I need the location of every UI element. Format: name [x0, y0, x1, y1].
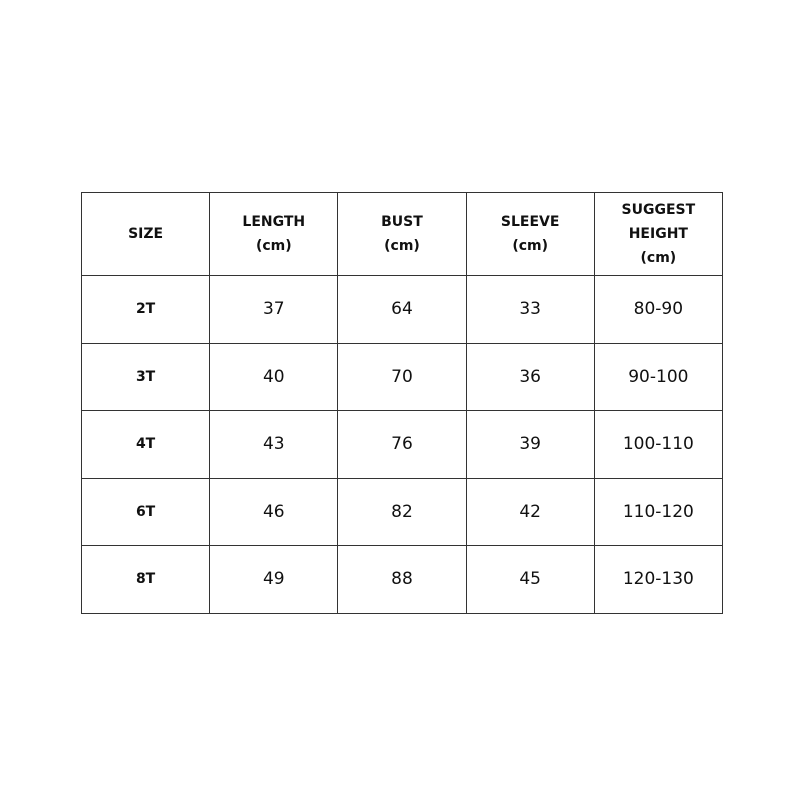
cell-suggest-height: 120-130: [593, 545, 723, 614]
size-chart-table: SIZE LENGTH (cm) BUST (cm) SLEEVE (cm) SUGGEST H…: [80, 192, 723, 614]
cell-size: 4T: [80, 410, 211, 479]
column-header-text: SUGGEST: [621, 202, 696, 218]
column-header-text: SIZE: [128, 226, 164, 242]
column-header-text: LENGTH: [242, 214, 306, 230]
column-header-sleeve: SLEEVE (cm): [465, 192, 595, 276]
cell-length: 40: [209, 342, 339, 411]
cell-sleeve: 39: [465, 410, 595, 479]
cell-size: 8T: [80, 545, 211, 614]
table-row: 4T 43 76 39 100-110: [80, 410, 723, 479]
table-row: 8T 49 88 45 120-130: [80, 545, 723, 614]
cell-bust: 70: [337, 342, 467, 411]
cell-sleeve: 45: [465, 545, 595, 614]
cell-bust: 88: [337, 545, 467, 614]
cell-suggest-height: 90-100: [593, 342, 723, 411]
cell-size: 3T: [80, 342, 211, 411]
column-header-text: HEIGHT: [628, 226, 688, 242]
column-header-text: (cm): [640, 250, 677, 266]
table-row: 3T 40 70 36 90-100: [80, 342, 723, 411]
cell-sleeve: 36: [465, 342, 595, 411]
column-header-text: BUST: [381, 214, 423, 230]
column-header-length: LENGTH (cm): [209, 192, 339, 276]
column-header-bust: BUST (cm): [337, 192, 467, 276]
cell-sleeve: 42: [465, 477, 595, 546]
cell-suggest-height: 80-90: [593, 275, 723, 344]
cell-bust: 82: [337, 477, 467, 546]
cell-length: 37: [209, 275, 339, 344]
table-body: 2T 37 64 33 80-90 3T 40 70 36 90-100 4T 43 76 39 100-1…: [80, 275, 723, 614]
cell-sleeve: 33: [465, 275, 595, 344]
cell-bust: 76: [337, 410, 467, 479]
header-row: SIZE LENGTH (cm) BUST (cm) SLEEVE (cm) SUGGEST H…: [80, 192, 723, 276]
cell-size: 6T: [80, 477, 211, 546]
cell-size: 2T: [80, 275, 211, 344]
table-row: 6T 46 82 42 110-120: [80, 477, 723, 546]
column-header-text: SLEEVE: [500, 214, 560, 230]
cell-length: 49: [209, 545, 339, 614]
column-header-size: SIZE: [80, 192, 211, 276]
cell-length: 43: [209, 410, 339, 479]
table-row: 2T 37 64 33 80-90: [80, 275, 723, 344]
column-header-text: (cm): [384, 238, 420, 254]
column-header-text: (cm): [512, 238, 548, 254]
cell-bust: 64: [337, 275, 467, 344]
cell-suggest-height: 110-120: [593, 477, 723, 546]
cell-length: 46: [209, 477, 339, 546]
column-header-suggest-height: SUGGEST HEIGHT (cm): [593, 192, 723, 276]
cell-suggest-height: 100-110: [593, 410, 723, 479]
column-header-text: (cm): [255, 238, 292, 254]
